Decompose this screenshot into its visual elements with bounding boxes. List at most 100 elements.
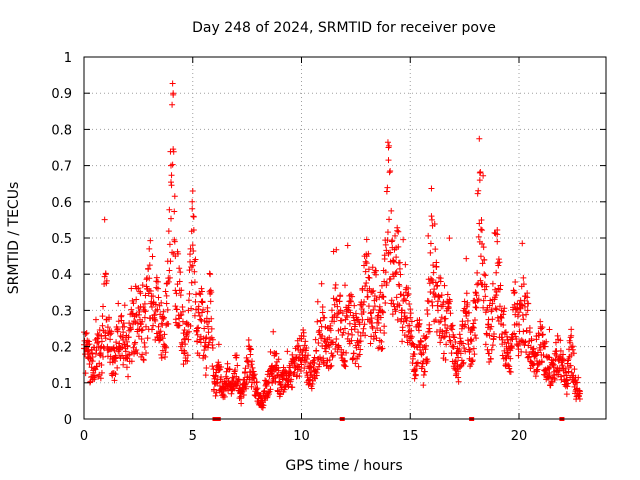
data-point <box>427 240 434 247</box>
data-point <box>160 314 167 321</box>
data-point <box>96 326 103 333</box>
data-point <box>424 306 431 313</box>
data-point <box>513 335 520 342</box>
data-point <box>302 338 309 345</box>
data-point <box>241 368 248 375</box>
data-point <box>233 354 240 361</box>
data-point <box>171 193 178 200</box>
data-point <box>464 317 471 324</box>
data-point <box>443 329 450 336</box>
data-point <box>194 331 201 338</box>
data-point <box>122 348 129 355</box>
data-point <box>349 293 356 300</box>
data-point <box>128 285 135 292</box>
data-point <box>340 349 347 356</box>
data-point <box>378 346 385 353</box>
data-point <box>461 345 468 352</box>
data-point <box>440 334 447 341</box>
data-point <box>248 361 255 368</box>
data-point <box>382 269 389 276</box>
data-point <box>212 392 219 399</box>
data-point <box>506 363 513 370</box>
data-point <box>505 340 512 347</box>
data-point <box>231 368 238 375</box>
data-point <box>162 288 169 295</box>
data-point <box>198 285 205 292</box>
data-point <box>511 301 518 308</box>
data-point <box>190 248 197 255</box>
data-point <box>206 339 213 346</box>
data-point <box>472 304 479 311</box>
data-point <box>380 293 387 300</box>
data-point <box>141 343 148 350</box>
data-point <box>374 325 381 332</box>
data-point <box>576 387 583 394</box>
data-point <box>130 300 137 307</box>
data-point <box>112 371 119 378</box>
data-point <box>168 182 175 189</box>
data-point <box>139 351 146 358</box>
data-point <box>366 275 373 282</box>
data-point <box>468 336 475 343</box>
data-point <box>390 258 397 265</box>
data-point <box>455 378 462 385</box>
data-point <box>107 331 114 338</box>
data-point <box>338 317 345 324</box>
data-point <box>546 326 553 333</box>
data-point <box>113 354 120 361</box>
data-point <box>115 300 122 307</box>
data-point <box>205 329 212 336</box>
data-point <box>381 323 388 330</box>
data-point <box>259 397 266 404</box>
data-point <box>314 318 321 325</box>
data-point <box>534 366 541 373</box>
data-point <box>467 346 474 353</box>
data-point <box>176 322 183 329</box>
data-point <box>198 288 205 295</box>
data-point <box>526 329 533 336</box>
data-point <box>276 379 283 386</box>
data-point <box>145 266 152 273</box>
data-point <box>393 269 400 276</box>
data-point <box>96 351 103 358</box>
data-point <box>446 235 453 242</box>
data-point <box>383 188 390 195</box>
data-point <box>254 385 261 392</box>
data-point <box>350 350 357 357</box>
data-point <box>138 327 145 334</box>
data-point <box>377 289 384 296</box>
data-point <box>140 356 147 363</box>
data-point <box>475 187 482 194</box>
data-point <box>427 275 434 282</box>
data-point <box>298 332 305 339</box>
data-point <box>142 308 149 315</box>
y-tick-label: 0.2 <box>51 341 72 356</box>
data-point <box>177 269 184 276</box>
data-point <box>482 341 489 348</box>
data-point <box>340 329 347 336</box>
data-point <box>102 271 109 278</box>
data-point <box>442 333 449 340</box>
data-point <box>203 334 210 341</box>
data-point <box>171 238 178 245</box>
data-point <box>182 341 189 348</box>
data-point <box>371 292 378 299</box>
data-point <box>455 368 462 375</box>
data-point <box>234 362 241 369</box>
x-axis-title: GPS time / hours <box>285 458 402 474</box>
data-point <box>483 283 490 290</box>
data-point <box>398 291 405 298</box>
data-point <box>120 361 127 368</box>
data-point <box>549 360 556 367</box>
data-point <box>179 304 186 311</box>
data-point <box>162 349 169 356</box>
data-point <box>123 364 130 371</box>
axis-ticks: 00.10.20.30.40.50.60.70.80.910 5 10 15 20 <box>51 51 606 444</box>
data-point <box>434 298 441 305</box>
data-point <box>325 342 332 349</box>
data-point <box>98 333 105 340</box>
y-tick-label: 0.6 <box>51 196 72 211</box>
data-point <box>477 226 484 233</box>
data-point <box>370 306 377 313</box>
data-point <box>250 372 257 379</box>
